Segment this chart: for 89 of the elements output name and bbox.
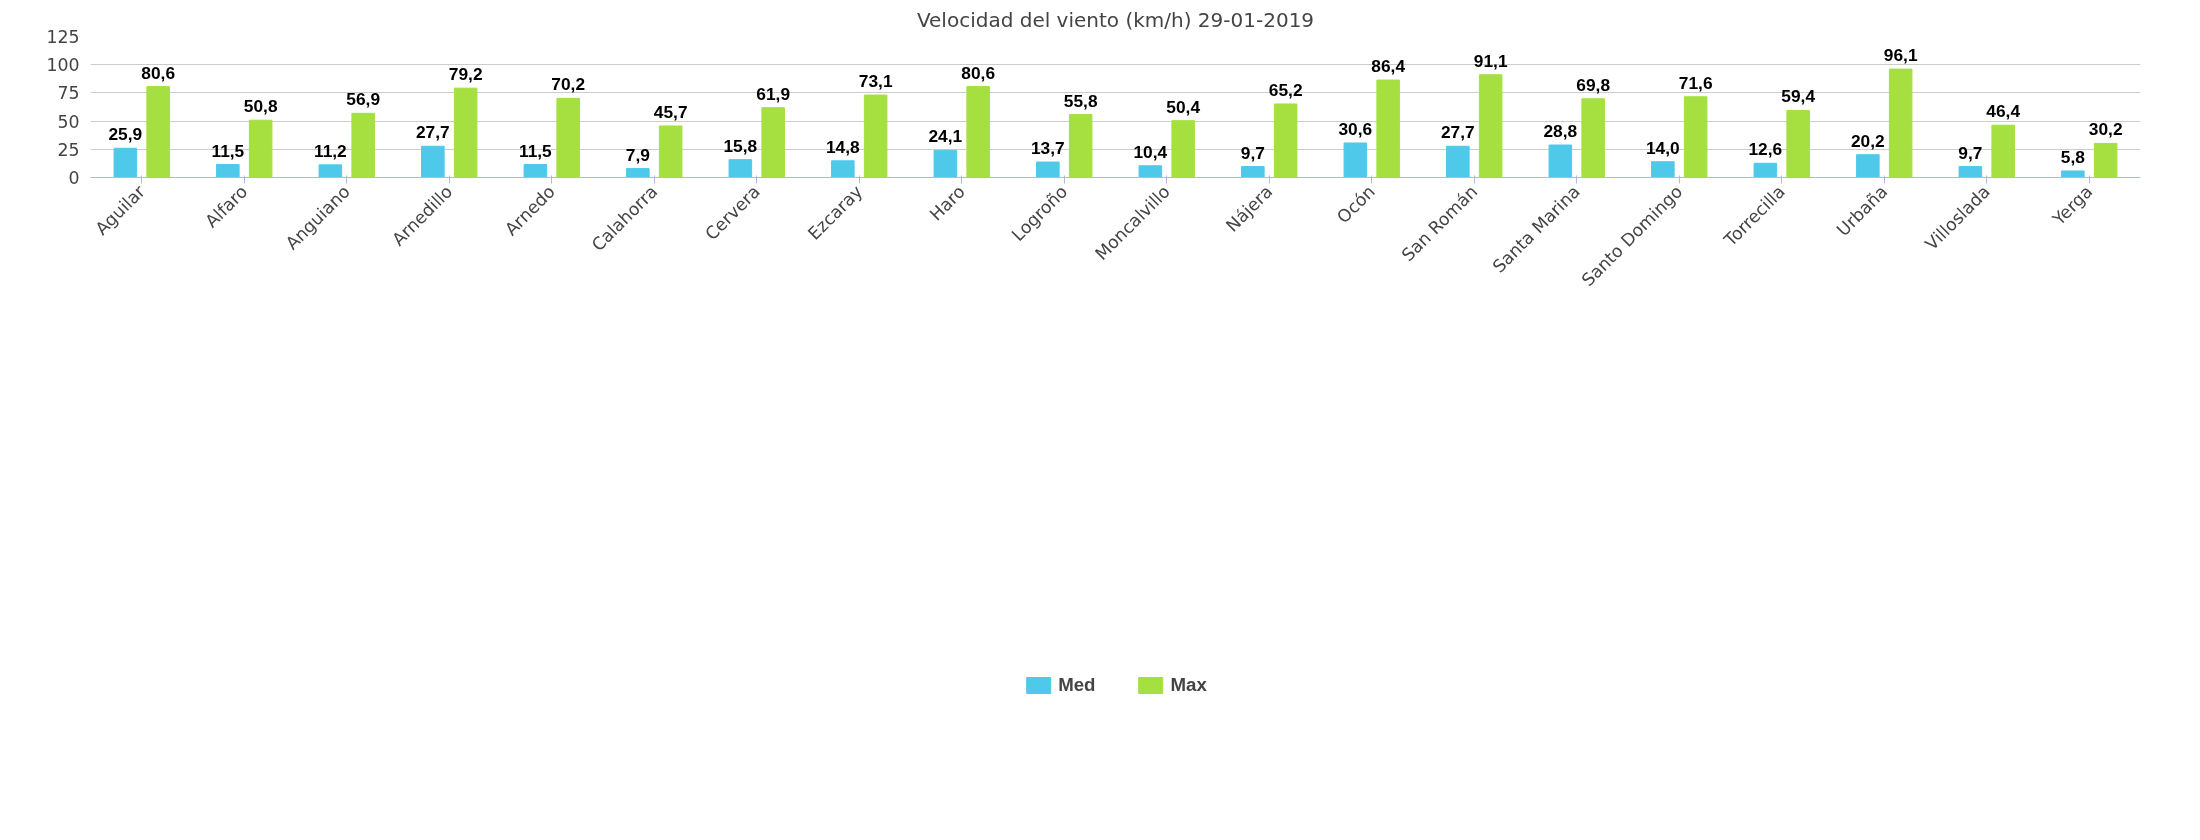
- data-label: 9,7: [1240, 142, 1265, 163]
- bar: [1036, 161, 1060, 178]
- bar: [1446, 145, 1470, 178]
- bar: [318, 164, 343, 178]
- bar: [1991, 124, 2015, 178]
- bar: [146, 86, 170, 178]
- bar: [248, 119, 273, 178]
- data-label: 50,8: [243, 96, 278, 117]
- bar: [1548, 144, 1573, 178]
- bar: [556, 97, 580, 178]
- bar: [1171, 120, 1195, 178]
- bar: [2061, 170, 2085, 178]
- bar: [966, 86, 990, 178]
- data-label: 13,7: [1030, 138, 1065, 159]
- data-label: 61,9: [756, 83, 791, 104]
- bar: [113, 147, 138, 178]
- bar: [1343, 142, 1368, 178]
- bar: [933, 149, 958, 178]
- data-label: 55,8: [1063, 90, 1098, 111]
- bar: [1241, 166, 1265, 178]
- data-label: 24,1: [928, 126, 963, 147]
- bar: [523, 164, 548, 178]
- data-label: 71,6: [1678, 72, 1713, 93]
- bar: [2093, 142, 2118, 178]
- bar: [1376, 79, 1400, 178]
- chart-title: Velocidad del viento (km/h) 29-01-2019: [916, 7, 1315, 32]
- y-tick-label: 100: [46, 55, 80, 76]
- bar: [421, 145, 445, 178]
- y-tick-label: 25: [57, 139, 80, 160]
- data-label: 56,9: [346, 89, 381, 110]
- data-label: 9,7: [1958, 142, 1983, 163]
- data-label: 7,9: [625, 144, 650, 165]
- data-label: 27,7: [1440, 122, 1475, 143]
- y-tick-label: 0: [68, 168, 80, 188]
- y-tick-label: 75: [57, 83, 80, 104]
- data-label: 14,0: [1645, 137, 1680, 158]
- data-label: 79,2: [448, 64, 483, 85]
- data-label: 11,2: [313, 140, 347, 161]
- data-label: 59,4: [1781, 86, 1816, 107]
- data-label: 12,6: [1748, 139, 1783, 160]
- data-label: 65,2: [1268, 79, 1303, 100]
- data-label: 10,4: [1133, 141, 1168, 162]
- data-label: 96,1: [1883, 45, 1918, 66]
- data-label: 73,1: [858, 71, 893, 92]
- data-label: 80,6: [141, 62, 176, 83]
- bar: [453, 87, 478, 178]
- bar: [1958, 166, 1983, 178]
- data-label: 11,5: [211, 140, 245, 161]
- bar: [728, 159, 753, 178]
- y-tick-label: 50: [57, 111, 80, 132]
- data-label: 91,1: [1473, 50, 1508, 71]
- bar: [1138, 165, 1163, 178]
- data-label: 27,7: [415, 122, 450, 143]
- bar: [658, 125, 683, 178]
- data-label: 5,8: [2060, 146, 2086, 167]
- data-label: 50,4: [1166, 96, 1201, 117]
- data-label: 30,2: [2088, 119, 2123, 140]
- data-label: 70,2: [551, 74, 586, 95]
- bar: [1888, 68, 1913, 178]
- data-label: 69,8: [1576, 74, 1611, 95]
- bar: [1753, 162, 1778, 178]
- bar: [1581, 98, 1605, 178]
- bar: [863, 94, 888, 178]
- bar: [1786, 110, 1810, 178]
- bar: [351, 112, 375, 178]
- data-label: 20,2: [1850, 130, 1885, 151]
- data-label: 45,7: [653, 101, 688, 122]
- bar: [216, 164, 240, 178]
- bar: [1478, 74, 1503, 178]
- bar: [1273, 103, 1298, 178]
- legend-label: Max: [1170, 673, 1207, 696]
- data-label: 14,8: [825, 136, 861, 157]
- data-label: 86,4: [1371, 56, 1406, 77]
- data-label: 80,6: [961, 62, 996, 83]
- data-label: 25,9: [108, 124, 143, 145]
- bar: [831, 160, 855, 178]
- legend-label: Med: [1058, 673, 1096, 696]
- bar: [1856, 154, 1880, 178]
- y-tick-label: 125: [46, 27, 80, 47]
- data-label: 28,8: [1543, 121, 1578, 142]
- data-label: 11,5: [518, 140, 553, 161]
- bar: [626, 168, 650, 178]
- data-label: 15,8: [723, 135, 758, 156]
- bar: [761, 107, 785, 178]
- data-label: 46,4: [1986, 101, 2021, 122]
- bar: [1068, 114, 1093, 178]
- bar: [1651, 161, 1675, 178]
- data-label: 30,6: [1338, 118, 1373, 139]
- bar: [1683, 96, 1708, 178]
